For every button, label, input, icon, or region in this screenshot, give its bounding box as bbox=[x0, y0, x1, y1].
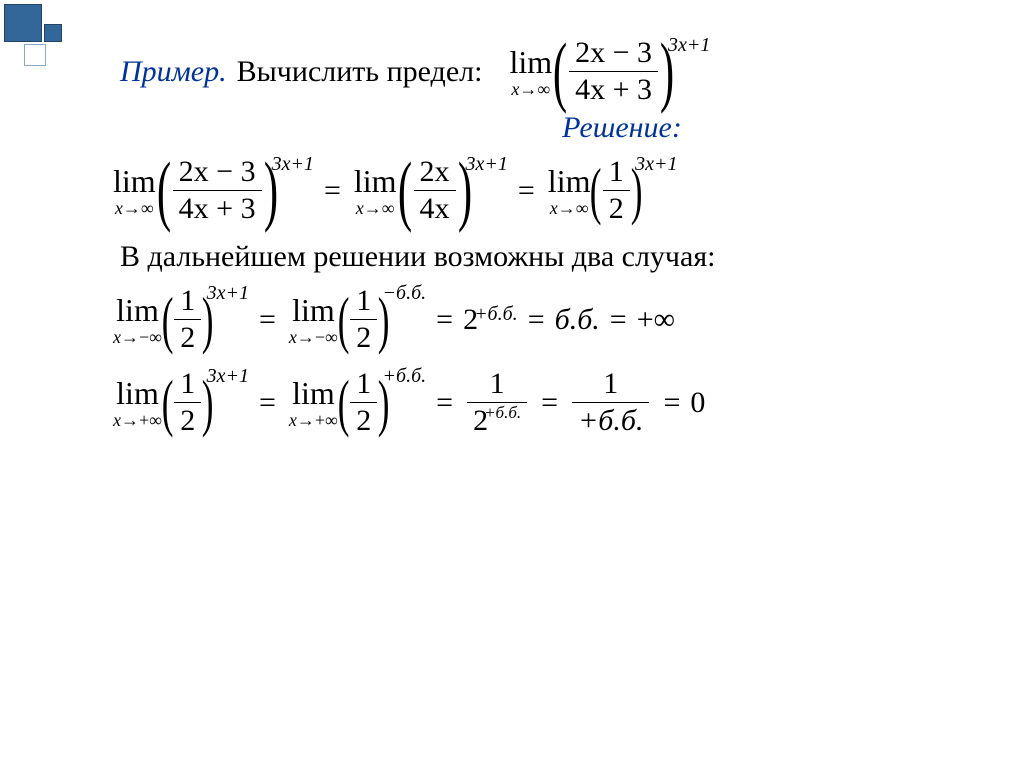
lim: lim x→∞ bbox=[548, 165, 591, 217]
case-neg-row: lim x→−∞ ( 12 ) 3x+1 = lim x→−∞ ( 12 ) −… bbox=[110, 286, 964, 353]
lim: lim x→∞ bbox=[113, 165, 156, 217]
lim-problem: lim x→∞ bbox=[509, 46, 552, 98]
problem-fraction: ( 2x − 3 4x + 3 ) 3x+1 bbox=[555, 38, 710, 105]
slide-content: Пример. Вычислить предел: lim x→∞ ( 2x −… bbox=[0, 0, 1024, 472]
solution-label: Решение: bbox=[280, 111, 964, 145]
step1-row: lim x→∞ ( 2x − 34x + 3 ) 3x+1 = lim x→∞ … bbox=[110, 157, 964, 224]
compute-text: Вычислить предел: bbox=[237, 55, 483, 89]
example-label: Пример. bbox=[120, 55, 227, 89]
example-line: Пример. Вычислить предел: lim x→∞ ( 2x −… bbox=[120, 38, 964, 105]
result-frac-2: 1 +б.б. bbox=[572, 369, 649, 436]
lim: lim x→∞ bbox=[354, 165, 397, 217]
two-cases-text: В дальнейшем решении возможны два случая… bbox=[120, 240, 964, 274]
case-pos-row: lim x→+∞ ( 12 ) 3x+1 = lim x→+∞ ( 12 ) +… bbox=[110, 369, 964, 436]
result-frac-1: 1 2 +б.б. bbox=[467, 369, 527, 436]
